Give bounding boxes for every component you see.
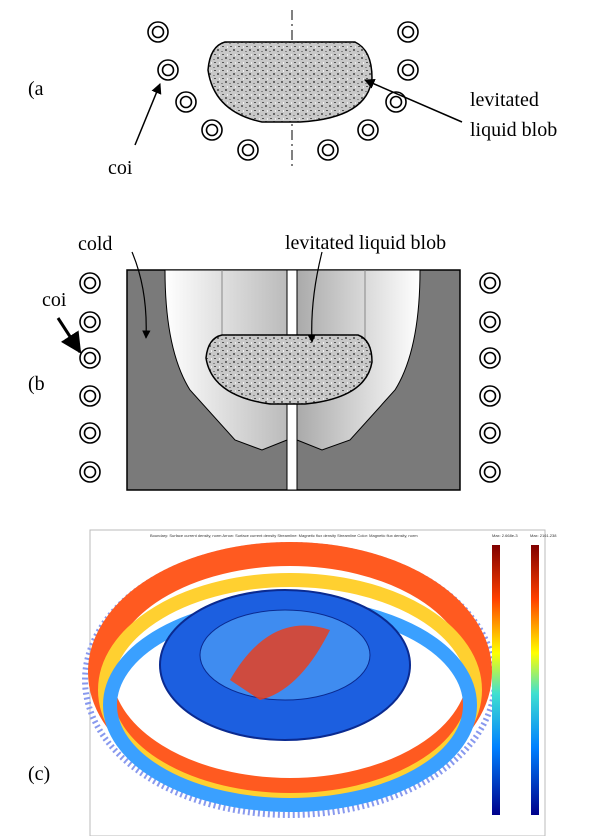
panel-label: (b xyxy=(28,373,45,395)
blob-label: levitated liquid blob xyxy=(285,232,446,254)
cold-label: cold xyxy=(78,233,112,255)
arrow xyxy=(135,84,160,145)
coil-label: coi xyxy=(108,157,133,179)
figure: (a coi levitated liquid blob cold coi (b… xyxy=(0,0,597,836)
colorbar xyxy=(531,545,539,815)
colorbar xyxy=(492,545,500,815)
coil-label: coi xyxy=(42,289,67,311)
arrow xyxy=(58,318,80,352)
panel-label: (a xyxy=(28,78,44,100)
colorbar-max: Max: 2161.238 xyxy=(530,533,557,538)
panel-a: (a coi levitated liquid blob xyxy=(28,10,557,179)
blob-label: liquid blob xyxy=(470,119,557,141)
arrow xyxy=(365,80,462,122)
panel-label: (c) xyxy=(28,763,50,785)
colorbar-max: Max: 2.668e-3 xyxy=(492,533,518,538)
plot-caption: Boundary: Surface current density, norm … xyxy=(150,533,418,538)
blob-label: levitated xyxy=(470,89,539,111)
panel-b: cold coi (b levitated liquid blob xyxy=(28,232,500,490)
panel-c: Boundary: Surface current density, norm … xyxy=(28,530,557,836)
liquid-blob xyxy=(208,42,372,122)
